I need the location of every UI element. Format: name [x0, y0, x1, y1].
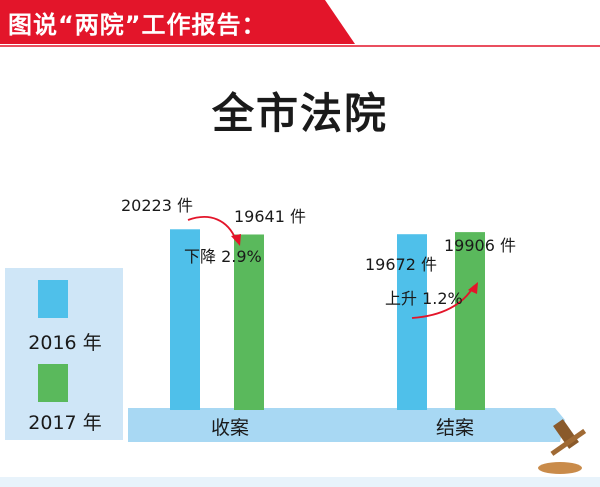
- change-annotation-1: 上升 1.2%: [385, 289, 463, 308]
- legend-label-2017: 2017 年: [28, 412, 102, 434]
- main-title: 全市法院: [211, 89, 388, 138]
- bar-0-1: [234, 234, 264, 410]
- header-banner: [0, 0, 600, 47]
- legend: 2016 年 2017 年: [5, 268, 123, 440]
- banner-shape: [0, 0, 355, 44]
- value-label-1-1: 19906 件: [444, 236, 516, 255]
- bar-1-0: [397, 234, 427, 410]
- legend-swatch-2016: [38, 280, 68, 318]
- legend-label-2016: 2016 年: [28, 332, 102, 354]
- bar-1-1: [455, 232, 485, 410]
- change-annotation-0: 下降 2.9%: [184, 247, 262, 266]
- value-label-0-1: 19641 件: [234, 207, 306, 226]
- bar-0-0: [170, 229, 200, 410]
- change-arrow-1: [411, 285, 475, 319]
- axis-platform: [128, 408, 565, 442]
- value-label-0-0: 20223 件: [121, 196, 193, 215]
- value-label-1-0: 19672 件: [365, 255, 437, 274]
- change-arrowhead-1: [468, 282, 478, 294]
- category-label-0: 收案: [211, 417, 249, 439]
- gavel-base-icon: [538, 462, 582, 474]
- banner-title: 图说“两院”工作报告：: [8, 11, 267, 39]
- footer-strip: [0, 477, 600, 487]
- legend-swatch-2017: [38, 364, 68, 402]
- gavel-handle-icon: [550, 428, 587, 456]
- category-label-1: 结案: [436, 417, 474, 439]
- change-arrowhead-0: [231, 234, 241, 246]
- change-arrow-0: [187, 216, 237, 241]
